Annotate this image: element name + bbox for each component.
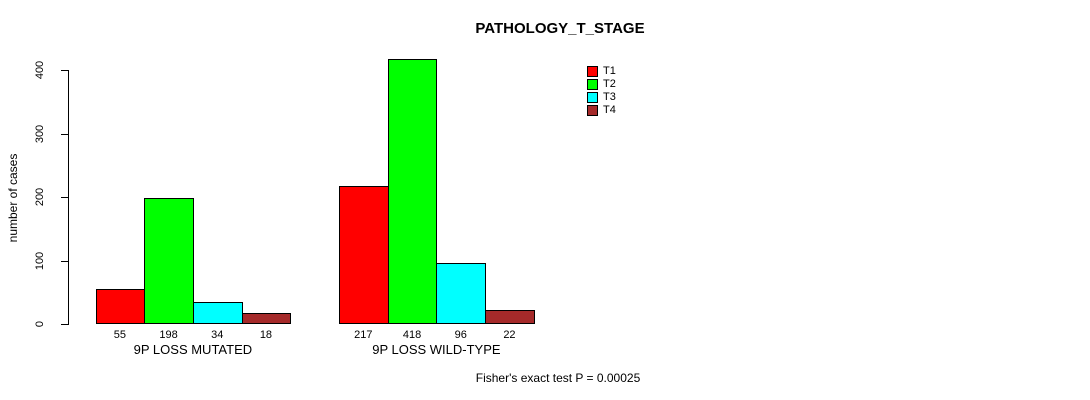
legend: T1 T2 T3 T4 <box>587 65 616 117</box>
legend-swatch-t4 <box>587 105 598 116</box>
bar-value-t3-group2: 96 <box>454 329 467 341</box>
legend-swatch-t3 <box>587 92 598 103</box>
bar-t4-group1 <box>241 312 292 324</box>
y-tick-label-100: 100 <box>34 251 46 270</box>
bar-value-t1-group1: 55 <box>113 329 126 341</box>
annotation-fisher-test: Fisher's exact test P = 0.00025 <box>475 371 641 385</box>
legend-row-t4: T4 <box>587 104 616 117</box>
bar-value-t1-group2: 217 <box>354 329 373 341</box>
bar-t2-group2 <box>387 58 438 324</box>
y-axis-line <box>68 70 69 325</box>
legend-swatch-t2 <box>587 79 598 90</box>
group-label-1: 9P LOSS MUTATED <box>133 342 253 357</box>
y-tick-label-0: 0 <box>34 320 46 328</box>
bar-value-t3-group1: 34 <box>211 329 224 341</box>
legend-label-t4: T4 <box>603 104 616 116</box>
y-tick-300 <box>61 133 68 135</box>
legend-label-t2: T2 <box>603 78 616 90</box>
legend-row-t1: T1 <box>587 65 616 78</box>
bar-t3-group1 <box>192 302 243 324</box>
y-tick-label-400: 400 <box>34 61 46 80</box>
y-tick-label-300: 300 <box>34 124 46 143</box>
y-tick-label-200: 200 <box>34 188 46 207</box>
y-tick-400 <box>61 70 68 72</box>
bar-value-t2-group2: 418 <box>402 329 422 341</box>
bar-value-t4-group1: 18 <box>259 329 273 341</box>
bar-t1-group2 <box>339 186 389 324</box>
chart-title: PATHOLOGY_T_STAGE <box>475 20 645 37</box>
y-axis-label: number of cases <box>6 153 20 243</box>
legend-row-t3: T3 <box>587 91 616 104</box>
bar-t2-group1 <box>144 198 194 324</box>
y-tick-100 <box>61 260 68 262</box>
bar-value-t4-group2: 22 <box>503 329 516 341</box>
y-tick-0 <box>61 324 68 325</box>
legend-row-t2: T2 <box>587 78 616 91</box>
legend-label-t3: T3 <box>603 91 616 103</box>
group-label-2: 9P LOSS WILD-TYPE <box>372 342 501 357</box>
legend-swatch-t1 <box>587 66 598 77</box>
bar-value-t2-group1: 198 <box>159 329 178 341</box>
bar-t1-group1 <box>95 289 146 324</box>
bar-t3-group2 <box>436 263 487 324</box>
bar-t4-group2 <box>485 310 535 324</box>
legend-label-t1: T1 <box>603 65 616 77</box>
y-tick-200 <box>61 197 68 199</box>
